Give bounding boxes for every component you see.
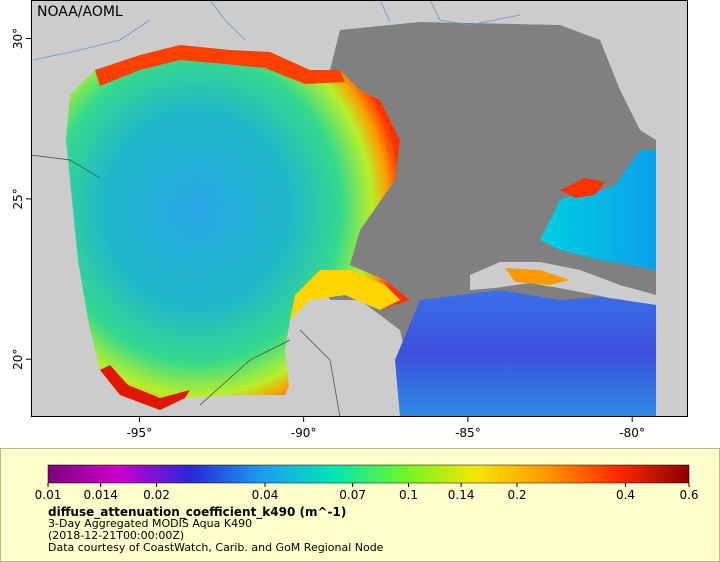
- map-panel: -95° -90° -85° -80° 30° 25° 20° NOAA/AOML: [11, 0, 688, 440]
- lat-tick-label: 20°: [11, 349, 25, 370]
- lon-tick-label: -80°: [619, 426, 645, 440]
- lat-tick-label: 30°: [11, 28, 25, 49]
- river-line: [379, 0, 391, 23]
- east-land: [656, 0, 688, 417]
- colorbar-tick-label: 0.014: [83, 488, 117, 502]
- colorbar-tick-label: 0.1: [399, 488, 418, 502]
- colorbar-tick-label: 0.04: [252, 488, 279, 502]
- colorbar-tick-label: 0.01: [35, 488, 62, 502]
- colorbar-tick-label: 0.6: [679, 488, 698, 502]
- river-line: [429, 0, 521, 26]
- map-frame: [31, 0, 688, 417]
- colorbar: [47, 464, 690, 484]
- legend-line-3: Data courtesy of CoastWatch, Carib. and …: [48, 541, 384, 554]
- north-america-land: [31, 0, 688, 130]
- legend-panel: 0.01 0.014 0.02 0.04 0.07 0.1 0.14 0.2 0.4 0.6 di…: [0, 448, 720, 562]
- florida-land: [548, 30, 640, 195]
- lon-tick-label: -95°: [127, 426, 153, 440]
- colorbar-gradient: [47, 464, 690, 484]
- atlantic-water: [540, 150, 656, 270]
- yucatan-land: [175, 300, 370, 417]
- border-line: [199, 339, 291, 406]
- colorbar-ticks: 0.01 0.014 0.02 0.04 0.07 0.1 0.14 0.2 0.4 0.6: [35, 483, 699, 502]
- border-line: [299, 329, 341, 418]
- caribbean-water: [395, 290, 656, 417]
- colorbar-tick-label: 0.2: [507, 488, 526, 502]
- colorbar-tick-label: 0.07: [339, 488, 366, 502]
- gulf-water: [66, 45, 410, 410]
- lon-tick-label: -85°: [455, 426, 481, 440]
- axis-ticks: -95° -90° -85° -80° 30° 25° 20°: [11, 28, 645, 440]
- river-line: [32, 19, 151, 61]
- map-canvas: -95° -90° -85° -80° 30° 25° 20°: [11, 0, 688, 440]
- legend-line-2: (2018-12-21T00:00:00Z): [48, 529, 185, 542]
- map-body: [30, 0, 688, 418]
- legend-variable: diffuse_attenuation_coefficient_k490 (m^…: [48, 505, 347, 519]
- colorbar-tick-label: 0.4: [616, 488, 635, 502]
- cuba-coastal-spot: [505, 268, 570, 285]
- colorbar-tick-label: 0.14: [448, 488, 475, 502]
- yucatan-shelf: [290, 270, 400, 320]
- sw-coastal-band: [100, 365, 190, 410]
- legend-svg: 0.01 0.014 0.02 0.04 0.07 0.1 0.14 0.2 0.4 0.6: [35, 464, 699, 502]
- border-line: [30, 154, 101, 179]
- lat-tick-label: 25°: [11, 188, 25, 209]
- florida-bay-spot: [560, 178, 605, 198]
- mexico-land: [31, 120, 135, 417]
- colorbar-tick-label: 0.02: [143, 488, 170, 502]
- north-coastal-band: [95, 45, 345, 86]
- river-line: [209, 0, 246, 41]
- legend-line-1: 3-Day Aggregated MODIS Aqua K490: [48, 517, 253, 530]
- credit-label: NOAA/AOML: [37, 4, 123, 20]
- lon-tick-label: -90°: [291, 426, 317, 440]
